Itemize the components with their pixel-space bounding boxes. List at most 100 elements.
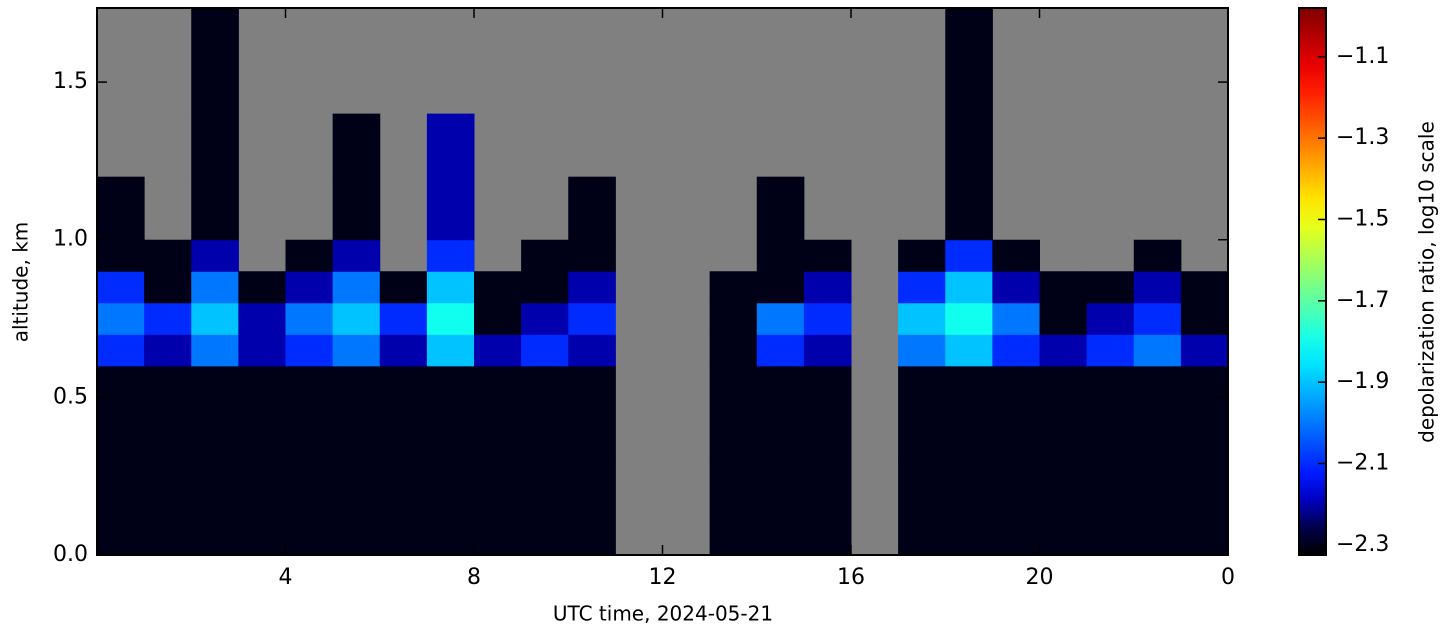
cell <box>1086 365 1135 461</box>
cell <box>1086 334 1135 367</box>
cell <box>521 460 569 556</box>
cell <box>97 176 145 241</box>
cell <box>709 365 758 461</box>
cell <box>992 460 1040 556</box>
x-tick-label: 20 <box>1026 565 1054 590</box>
plot-frame <box>96 7 1229 556</box>
cell <box>992 271 1040 304</box>
cell <box>238 365 286 461</box>
cell <box>238 302 286 335</box>
cell <box>803 460 852 556</box>
cell <box>474 271 522 304</box>
cell <box>191 334 239 367</box>
cell <box>898 365 946 461</box>
cell <box>426 113 475 178</box>
x-tick-label: 8 <box>467 565 481 590</box>
cell <box>521 365 569 461</box>
cell <box>945 176 993 241</box>
cell <box>1133 302 1182 335</box>
cell <box>898 302 946 335</box>
cell <box>144 271 192 304</box>
cell <box>426 334 475 367</box>
cell <box>568 334 616 367</box>
cell <box>1180 302 1229 335</box>
cell <box>379 334 428 367</box>
cell <box>756 239 805 272</box>
cell <box>756 365 805 461</box>
cell <box>1180 334 1229 367</box>
cell <box>992 302 1040 335</box>
cell <box>803 334 852 367</box>
cell <box>238 271 286 304</box>
x-tick-label: 0 <box>1221 565 1235 590</box>
cell <box>756 271 805 304</box>
cell <box>945 271 993 304</box>
cell <box>238 460 286 556</box>
y-tick-label: 0.0 <box>53 542 88 567</box>
colorbar-tick-label: −2.1 <box>1336 450 1389 475</box>
cell <box>191 271 239 304</box>
cell <box>426 302 475 335</box>
cell <box>898 460 946 556</box>
cell <box>1086 460 1135 556</box>
cell <box>426 239 475 272</box>
cell <box>945 239 993 272</box>
cell <box>97 239 145 272</box>
cell <box>709 334 758 367</box>
cell <box>379 271 428 304</box>
cell <box>1086 302 1135 335</box>
cell <box>97 302 145 335</box>
cell <box>1039 460 1088 556</box>
cell <box>191 239 239 272</box>
cell <box>945 365 993 461</box>
cell <box>191 460 239 556</box>
cell <box>332 271 381 304</box>
y-tick-label: 0.5 <box>53 384 88 409</box>
cell <box>238 334 286 367</box>
cell <box>144 460 192 556</box>
cell <box>1133 365 1182 461</box>
cell <box>521 271 569 304</box>
y-tick-label: 1.5 <box>53 69 88 94</box>
cell <box>97 460 145 556</box>
cell <box>144 365 192 461</box>
cell <box>1133 334 1182 367</box>
cell <box>144 334 192 367</box>
cell <box>285 365 334 461</box>
x-tick-label: 16 <box>837 565 865 590</box>
cell <box>474 302 522 335</box>
y-tick-label: 1.0 <box>53 227 88 252</box>
cell <box>379 365 428 461</box>
cell <box>191 113 239 178</box>
cell <box>474 460 522 556</box>
cell <box>426 271 475 304</box>
cell <box>426 176 475 241</box>
heatmap <box>97 8 1229 556</box>
cell <box>144 239 192 272</box>
cell <box>285 302 334 335</box>
cell <box>568 271 616 304</box>
cell <box>144 302 192 335</box>
cell <box>756 460 805 556</box>
cell <box>756 176 805 241</box>
cell <box>1039 271 1088 304</box>
cell <box>1039 334 1088 367</box>
cell <box>803 365 852 461</box>
cell <box>191 176 239 241</box>
cell <box>285 239 334 272</box>
cell <box>1133 271 1182 304</box>
cell <box>426 460 475 556</box>
cell <box>803 302 852 335</box>
cell <box>992 239 1040 272</box>
cell <box>945 8 993 115</box>
cell <box>191 8 239 115</box>
cell <box>191 365 239 461</box>
cell <box>379 460 428 556</box>
cell <box>1133 460 1182 556</box>
cell <box>521 302 569 335</box>
cell <box>568 460 616 556</box>
cell <box>97 365 145 461</box>
colorbar-tick-label: −1.3 <box>1336 125 1389 150</box>
cell <box>568 176 616 241</box>
